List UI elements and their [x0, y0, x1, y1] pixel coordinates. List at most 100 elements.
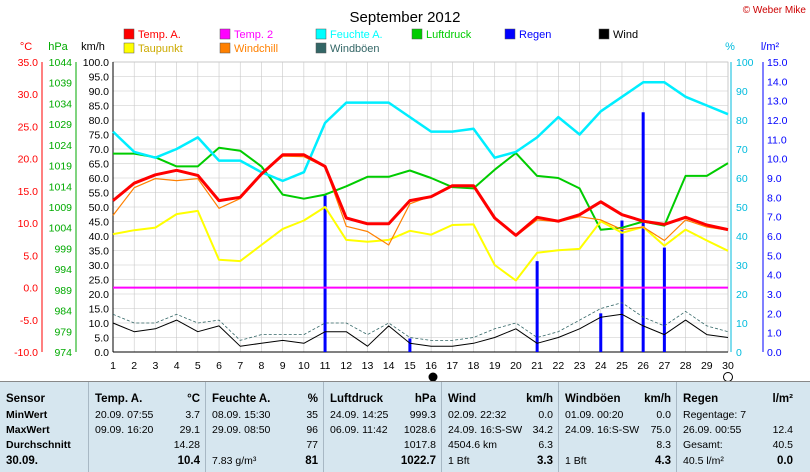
day-tick-label: 30	[722, 360, 734, 372]
humidity-line	[112, 81, 729, 183]
legend-label: Wind	[613, 29, 638, 41]
day-tick-label: 26	[637, 360, 649, 372]
rain-tick-label: 0.0	[767, 347, 782, 359]
temp-unit: °C	[187, 393, 200, 405]
wind-tick-label: 80.0	[89, 115, 110, 127]
day-tick-label: 10	[298, 360, 310, 372]
pressure-tick-label: 994	[54, 264, 72, 276]
legend-label: Regen	[519, 29, 551, 41]
rain-bar	[599, 313, 603, 352]
wind-distance: 4504.6 km	[448, 439, 498, 451]
rain-max-value: 12.4	[772, 424, 793, 436]
temp-tick-label: 30.0	[18, 89, 39, 101]
rain-tick-label: 6.0	[767, 231, 782, 243]
moon-new-icon	[428, 372, 438, 381]
legend-swatch	[504, 28, 516, 40]
wind-max-time: 24.09. 16:S-SW	[448, 424, 523, 436]
temp-header: Temp. A.	[95, 393, 143, 405]
day-tick-label: 23	[574, 360, 586, 372]
pressure-tick-label: 1034	[49, 98, 73, 110]
legend-swatch	[315, 42, 327, 54]
rain-current-value: 0.0	[777, 455, 793, 467]
temp-min-value: 3.7	[185, 409, 200, 421]
humidity-tick-label: 70	[736, 144, 748, 156]
temp-tick-label: 25.0	[18, 121, 39, 133]
pressure-max-time: 06.09. 11:42	[330, 424, 388, 436]
stats-col-pressure: Luftdruck hPa 24.09. 14:25 999.3 06.09. …	[323, 382, 442, 472]
humidity-tick-label: 0	[736, 347, 742, 359]
legend-swatch	[123, 42, 135, 54]
wind-unit-label: km/h	[81, 41, 105, 53]
wind-tick-label: 25.0	[89, 275, 110, 287]
legend-label: Luftdruck	[426, 29, 472, 41]
temp-current-value: 10.4	[177, 455, 200, 467]
day-tick-label: 2	[131, 360, 137, 372]
day-tick-label: 4	[174, 360, 180, 372]
legend-swatch	[315, 28, 327, 40]
day-tick-label: 11	[320, 360, 331, 372]
humidity-max-time: 29.09. 08:50	[212, 424, 271, 436]
day-tick-label: 1	[110, 360, 116, 372]
rain-tick-label: 8.0	[767, 192, 782, 204]
day-tick-label: 5	[195, 360, 201, 372]
pressure-tick-label: 1029	[49, 119, 73, 131]
legend-label: Windböen	[330, 43, 380, 55]
stats-col-temp: Temp. A. °C 20.09. 07:55 3.7 09.09. 16:2…	[88, 382, 206, 472]
dewpoint-line	[112, 206, 729, 282]
stats-col-humidity: Feuchte A. % 08.09. 15:30 35 29.09. 08:5…	[205, 382, 324, 472]
pressure-tick-label: 1044	[49, 57, 73, 69]
stats-col-rain: Regen l/m² Regentage: 7 26.09. 00:55 12.…	[676, 382, 810, 472]
rain-tick-label: 5.0	[767, 250, 782, 262]
day-tick-label: 24	[595, 360, 607, 372]
humidity-tick-label: 40	[736, 231, 748, 243]
axis-unit-labels: °C hPa km/h% l/m²	[20, 41, 780, 53]
day-tick-label: 29	[701, 360, 713, 372]
rain-tick-label: 15.0	[767, 57, 788, 69]
rain-tick-label: 7.0	[767, 212, 782, 224]
wind-tick-label: 40.0	[89, 231, 110, 243]
pressure-unit-label: hPa	[48, 41, 68, 53]
rain-unit: l/m²	[772, 393, 793, 405]
rain-bar	[641, 112, 645, 353]
pressure-tick-label: 1024	[49, 140, 73, 152]
rain-tick-label: 11.0	[767, 134, 787, 146]
wind-beaufort: 1 Bft	[448, 455, 470, 467]
wind-min-time: 02.09. 22:32	[448, 409, 507, 421]
temp-tick-label: 10.0	[18, 218, 39, 230]
pressure-tick-label: 1014	[49, 181, 73, 193]
pressure-tick-label: 1039	[49, 78, 73, 90]
day-tick-label: 12	[340, 360, 352, 372]
rain-month-total: 40.5 l/m²	[683, 455, 724, 467]
legend-label: Temp. 2	[234, 29, 273, 41]
wind-tick-label: 5.0	[94, 333, 109, 345]
rain-tick-label: 14.0	[767, 76, 788, 88]
series-lines	[112, 81, 729, 347]
gust-unit: km/h	[644, 393, 671, 405]
legend-label: Taupunkt	[138, 43, 183, 55]
temp-min-time: 20.09. 07:55	[95, 409, 154, 421]
rain-total-label: Gesamt:	[683, 439, 723, 451]
day-tick-label: 7	[237, 360, 243, 372]
rain-days: Regentage: 7	[683, 409, 747, 421]
wind-gusts-line	[112, 302, 729, 341]
avg-label: Durchschnitt	[6, 439, 71, 451]
day-tick-label: 14	[383, 360, 395, 372]
pressure-line	[113, 146, 729, 231]
wind-tick-label: 85.0	[89, 101, 110, 113]
humidity-unit: %	[307, 393, 318, 405]
day-tick-label: 13	[362, 360, 374, 372]
gust-current-value: 4.3	[655, 455, 671, 467]
humidity-tick-label: 30	[736, 260, 748, 272]
gust-max-value: 75.0	[650, 424, 671, 436]
pressure-min-value: 999.3	[409, 409, 436, 421]
pressure-tick-label: 999	[54, 243, 72, 255]
copyright-label: © Weber Mike	[743, 5, 807, 16]
rain-tick-label: 13.0	[767, 96, 788, 108]
wind-tick-label: 95.0	[89, 72, 110, 84]
day-tick-label: 16	[425, 360, 437, 372]
wind-unit: km/h	[526, 393, 553, 405]
axes: 35.030.025.020.015.010.05.00.0-5.0-10.01…	[14, 57, 788, 372]
humidity-tick-label: 90	[736, 86, 748, 98]
wind-tick-label: 45.0	[89, 217, 110, 229]
temp-tick-label: 20.0	[18, 154, 39, 166]
